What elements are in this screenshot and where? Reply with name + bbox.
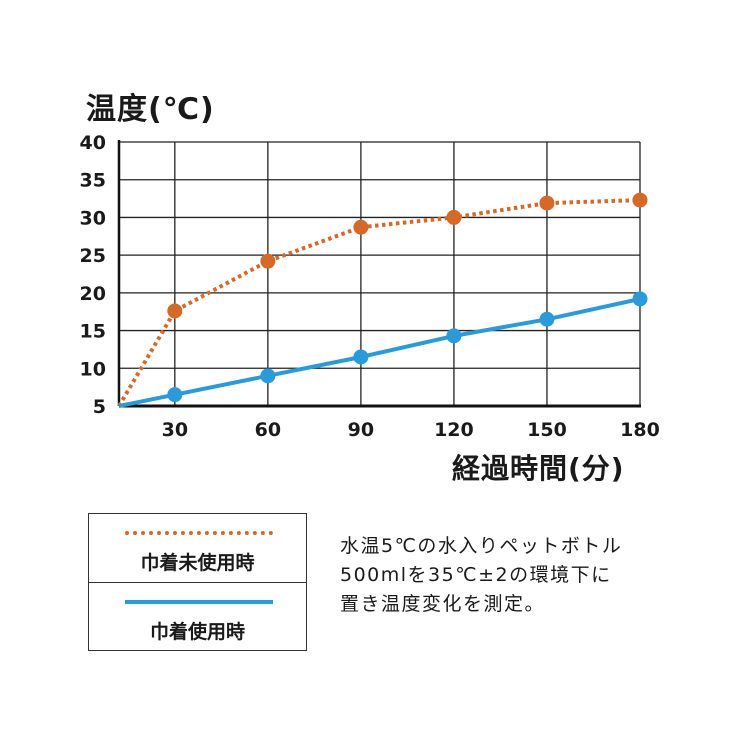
x-axis-title: 経過時間(分)	[452, 452, 625, 485]
legend-label: 巾着未使用時	[140, 552, 255, 574]
y-axis-title: 温度(℃)	[86, 92, 215, 127]
y-tick-label: 5	[93, 396, 106, 418]
x-tick-labels: 30 60 90 120 150 180	[162, 419, 660, 441]
chart-grid	[117, 140, 641, 408]
y-tick-label: 25	[80, 245, 106, 267]
data-point	[539, 311, 555, 327]
data-point	[260, 368, 276, 384]
data-point	[446, 328, 462, 344]
x-tick-label: 150	[527, 419, 567, 441]
legend-swatch-dotted	[125, 531, 273, 535]
experiment-note: 水温5℃の水入りペットボトル 500mlを35℃±2の環境下に 置き温度変化を測…	[340, 532, 622, 619]
legend-label: 巾着使用時	[149, 621, 245, 643]
x-tick-label: 120	[434, 419, 474, 441]
y-tick-label: 30	[80, 207, 106, 229]
x-tick-label: 90	[348, 419, 374, 441]
data-point	[632, 192, 648, 208]
data-point	[167, 303, 183, 319]
data-point	[167, 387, 183, 403]
series-line-0	[117, 198, 641, 408]
legend-item-used: 巾着使用時	[89, 583, 306, 652]
data-point	[353, 219, 369, 235]
temperature-chart: 5 10 15 20 25 30 35 40 30 60 90 120 150 180	[80, 132, 660, 441]
data-point	[539, 195, 555, 211]
y-tick-label: 15	[80, 321, 106, 343]
legend-swatch-solid	[125, 600, 273, 604]
x-tick-label: 180	[620, 419, 660, 441]
y-tick-label: 35	[80, 170, 106, 192]
y-tick-label: 20	[80, 283, 106, 305]
data-point	[260, 253, 276, 269]
data-point	[632, 291, 648, 307]
note-line: 置き温度変化を測定。	[340, 593, 546, 615]
series-line-1	[118, 296, 641, 408]
y-tick-label: 40	[80, 132, 106, 154]
note-line: 水温5℃の水入りペットボトル	[340, 535, 623, 557]
legend-item-unused: 巾着未使用時	[89, 514, 306, 583]
legend: 巾着未使用時 巾着使用時	[88, 513, 307, 651]
data-point	[353, 349, 369, 365]
chart-series	[117, 192, 648, 408]
data-point	[446, 209, 462, 225]
note-line: 500mlを35℃±2の環境下に	[340, 564, 612, 586]
y-tick-label: 10	[80, 358, 106, 380]
y-tick-labels: 5 10 15 20 25 30 35 40	[80, 132, 106, 418]
x-tick-label: 30	[162, 419, 188, 441]
x-tick-label: 60	[255, 419, 281, 441]
